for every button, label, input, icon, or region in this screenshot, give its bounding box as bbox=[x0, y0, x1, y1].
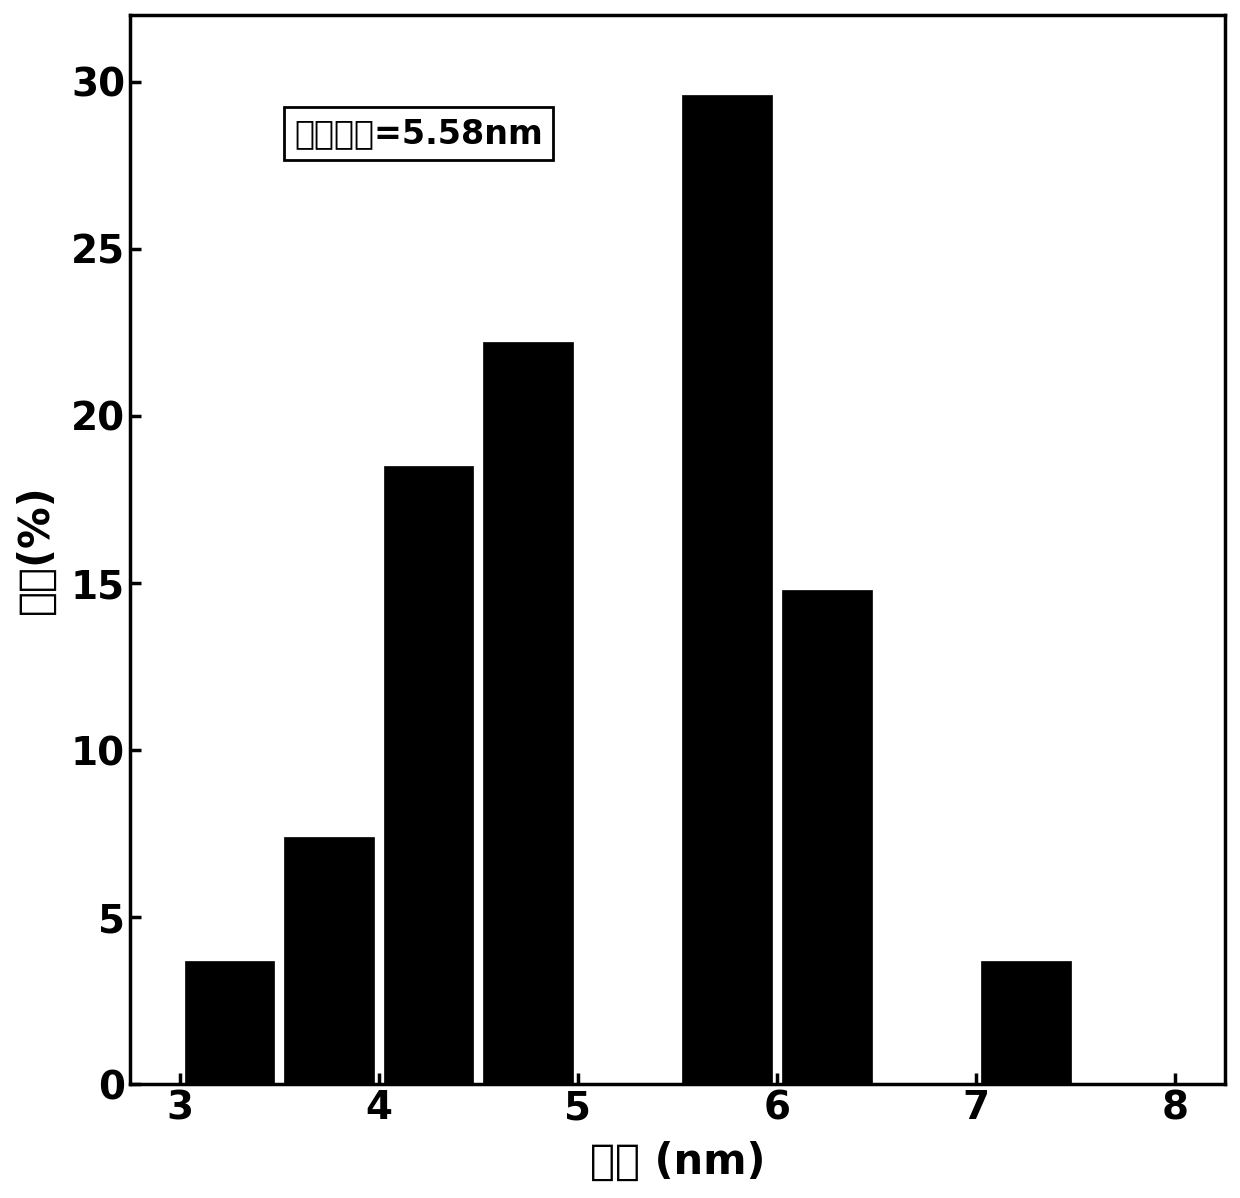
Bar bbox=[185, 961, 274, 1084]
X-axis label: 粒径 (nm): 粒径 (nm) bbox=[590, 1140, 765, 1182]
Text: 平均粒径=5.58nm: 平均粒径=5.58nm bbox=[294, 117, 543, 150]
Bar bbox=[484, 343, 573, 1084]
Bar bbox=[383, 466, 474, 1084]
Bar bbox=[981, 961, 1070, 1084]
Bar bbox=[682, 95, 773, 1084]
Y-axis label: 频率(%): 频率(%) bbox=[15, 485, 57, 615]
Bar bbox=[782, 589, 872, 1084]
Bar bbox=[284, 837, 373, 1084]
